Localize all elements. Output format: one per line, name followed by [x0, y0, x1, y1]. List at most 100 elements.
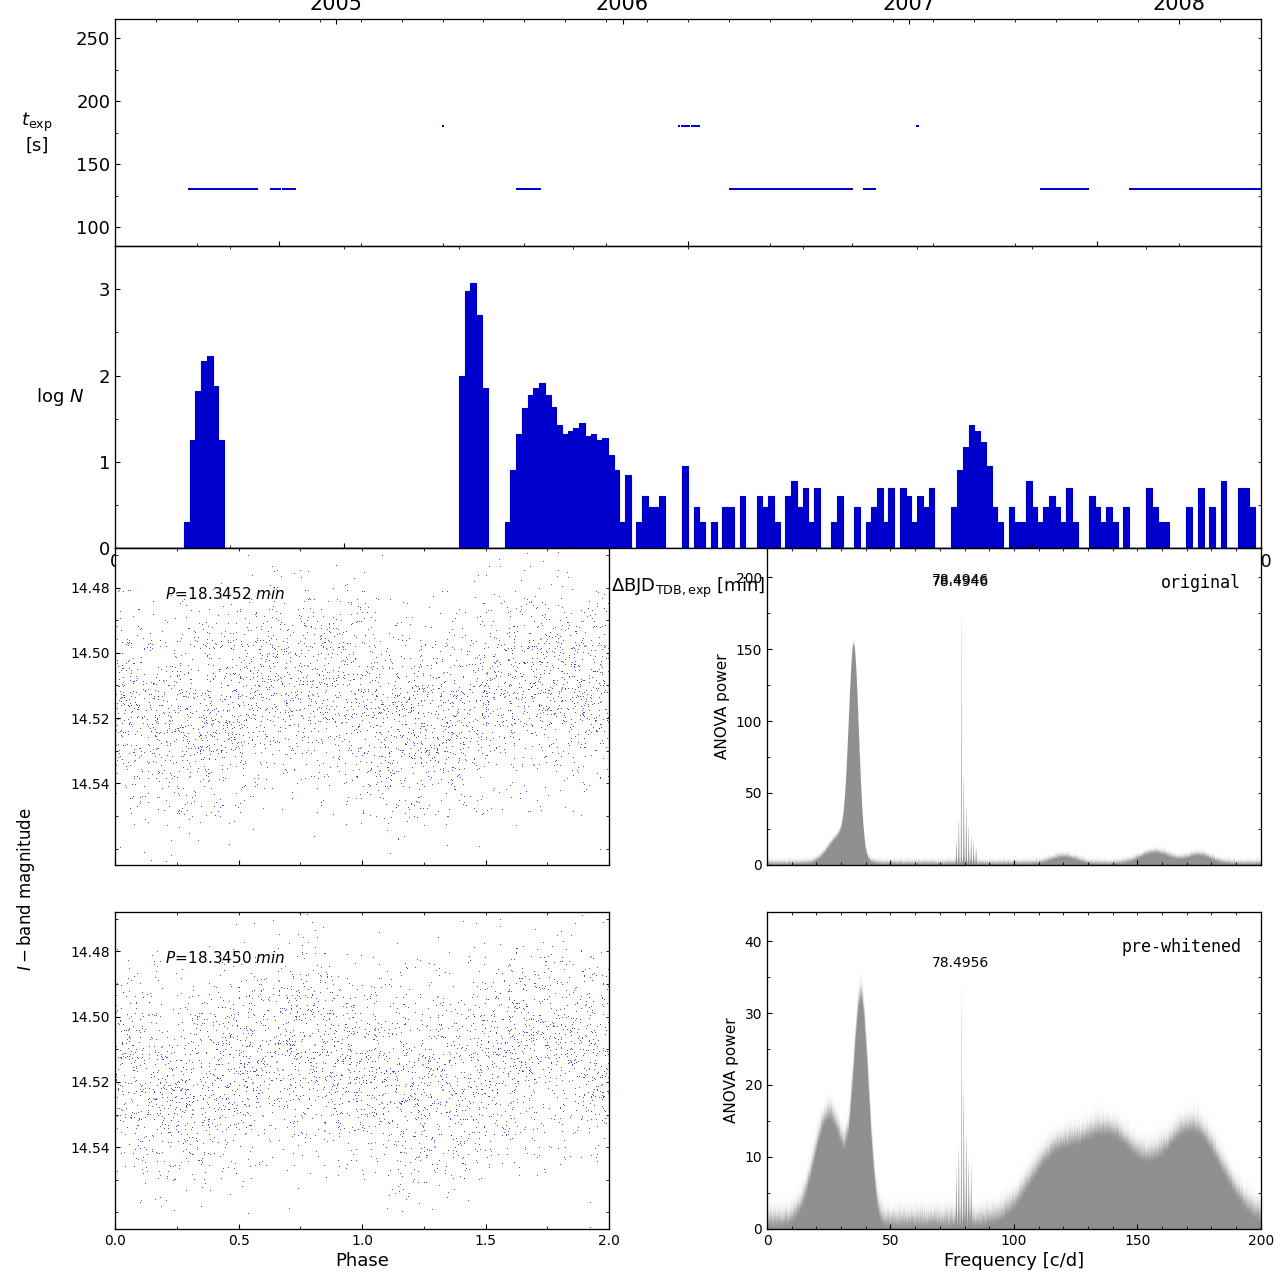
Point	[198, 648, 219, 668]
Point	[216, 179, 237, 200]
Point	[448, 1089, 468, 1110]
Point	[220, 1037, 241, 1057]
Point	[407, 666, 428, 686]
Point	[1070, 179, 1091, 200]
Point	[348, 1106, 369, 1126]
Point	[1135, 179, 1156, 200]
Point	[529, 650, 549, 671]
Point	[462, 719, 483, 740]
Point	[165, 701, 186, 722]
Point	[378, 673, 398, 694]
Point	[507, 1092, 527, 1112]
Point	[266, 179, 287, 200]
Point	[529, 1005, 549, 1025]
Point	[521, 748, 541, 768]
Point	[413, 664, 434, 685]
Point	[443, 692, 463, 713]
Point	[421, 681, 442, 701]
Point	[818, 179, 838, 200]
Point	[198, 179, 219, 200]
Point	[474, 593, 494, 613]
Point	[518, 593, 539, 613]
Point	[526, 1021, 547, 1042]
Point	[287, 946, 307, 966]
Point	[376, 756, 397, 777]
Point	[396, 1044, 416, 1065]
Point	[156, 669, 177, 690]
Point	[381, 1179, 402, 1199]
Point	[160, 705, 180, 726]
Text: original: original	[1161, 573, 1242, 591]
Point	[189, 740, 210, 760]
Point	[387, 1069, 407, 1089]
Point	[271, 639, 292, 659]
Point	[495, 895, 516, 915]
Point	[500, 675, 521, 695]
Point	[1207, 179, 1228, 200]
Point	[1052, 179, 1073, 200]
Point	[554, 668, 575, 689]
Point	[264, 1027, 284, 1047]
Point	[379, 1185, 399, 1206]
Point	[252, 1006, 273, 1027]
Point	[273, 644, 293, 664]
Point	[733, 179, 754, 200]
Point	[216, 758, 237, 778]
Point	[524, 1080, 544, 1101]
Point	[392, 740, 412, 760]
Point	[493, 673, 513, 694]
Point	[379, 1048, 399, 1069]
Point	[530, 179, 550, 200]
Point	[287, 1047, 307, 1068]
Point	[538, 979, 558, 1000]
Point	[253, 1053, 274, 1074]
Point	[297, 1046, 317, 1066]
Point	[507, 938, 527, 959]
Point	[402, 1076, 422, 1097]
Point	[127, 963, 147, 983]
Point	[511, 1052, 531, 1073]
Point	[164, 721, 184, 741]
Point	[393, 1123, 413, 1143]
Point	[554, 690, 575, 710]
Point	[362, 707, 383, 727]
Point	[332, 1064, 352, 1084]
Point	[507, 1047, 527, 1068]
Point	[118, 580, 138, 600]
Point	[837, 179, 858, 200]
Point	[486, 1033, 507, 1053]
Point	[262, 978, 283, 998]
Point	[216, 179, 237, 200]
Point	[484, 652, 504, 672]
Point	[358, 1014, 379, 1034]
Point	[110, 1048, 131, 1069]
Point	[594, 1085, 614, 1106]
Point	[598, 1083, 618, 1103]
Point	[230, 1061, 251, 1082]
Point	[393, 1059, 413, 1079]
Point	[403, 1088, 424, 1108]
Point	[484, 584, 504, 604]
Point	[385, 1002, 406, 1023]
Point	[315, 712, 335, 732]
Point	[380, 589, 401, 609]
Point	[179, 682, 200, 703]
Point	[411, 732, 431, 753]
Point	[270, 701, 291, 722]
Point	[470, 767, 490, 787]
Point	[218, 714, 238, 735]
Point	[333, 1005, 353, 1025]
Point	[527, 179, 548, 200]
Point	[220, 1027, 241, 1047]
Point	[463, 749, 484, 769]
Point	[599, 1069, 620, 1089]
Point	[561, 719, 581, 740]
Point	[147, 1143, 168, 1164]
Point	[305, 1042, 325, 1062]
Point	[207, 1050, 228, 1070]
Point	[534, 550, 554, 571]
Point	[173, 727, 193, 748]
Point	[148, 744, 169, 764]
Point	[370, 676, 390, 696]
Point	[507, 621, 527, 641]
